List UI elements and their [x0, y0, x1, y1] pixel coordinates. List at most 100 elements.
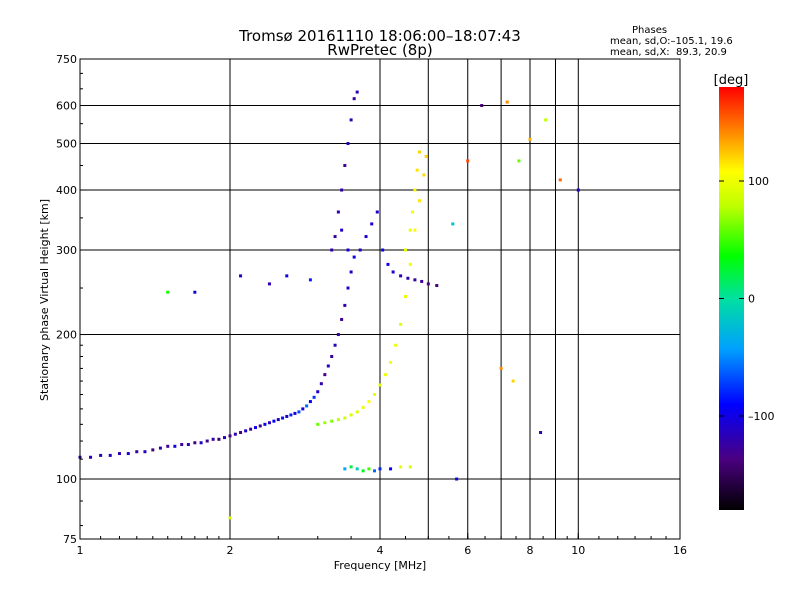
data-point [364, 235, 368, 239]
data-point [323, 373, 327, 377]
data-point [355, 90, 359, 94]
data-point [343, 163, 347, 167]
data-point [505, 100, 509, 104]
data-point [267, 421, 271, 425]
data-point [289, 413, 293, 417]
colorbar-tick-label: 100 [748, 175, 769, 188]
data-point [199, 441, 203, 445]
data-point [386, 262, 390, 266]
data-point [217, 437, 221, 441]
data-point [413, 228, 417, 232]
data-point [408, 465, 412, 469]
data-point [352, 255, 356, 259]
data-point [333, 343, 337, 347]
data-point [394, 343, 398, 347]
data-point [415, 168, 419, 172]
data-point [126, 452, 130, 456]
data-point [349, 270, 353, 274]
data-point [349, 413, 353, 417]
data-point [343, 467, 347, 471]
data-point [355, 410, 359, 414]
data-point [355, 467, 359, 471]
data-point [424, 154, 428, 158]
data-point [239, 431, 243, 435]
data-point [333, 235, 337, 239]
data-point [349, 465, 353, 469]
data-point [403, 295, 407, 299]
y-tick-label: 750 [56, 53, 77, 66]
data-point [253, 426, 257, 430]
x-tick-label: 6 [464, 544, 471, 557]
data-point [151, 448, 155, 452]
data-point [558, 178, 562, 182]
data-point [233, 432, 237, 436]
data-point [417, 150, 421, 154]
data-point [135, 450, 139, 454]
data-point [511, 379, 515, 383]
x-axis-ticks: 1 2 4 6 8 10 16 [77, 533, 687, 557]
data-point [346, 286, 350, 290]
data-point [422, 173, 426, 177]
data-point [239, 274, 243, 278]
data-point [411, 210, 415, 214]
data-point [186, 443, 190, 447]
data-point [330, 419, 334, 423]
data-point [381, 248, 385, 252]
y-tick-label: 75 [63, 533, 77, 546]
data-point [420, 279, 424, 283]
data-point [389, 467, 393, 471]
data-point [373, 469, 377, 473]
data-point [319, 382, 323, 386]
data-point [158, 446, 162, 450]
x-tick-label: 2 [227, 544, 234, 557]
data-point [455, 477, 459, 481]
data-point [352, 97, 356, 101]
data-point [399, 274, 403, 278]
data-point [358, 248, 362, 252]
data-point [193, 290, 197, 294]
data-point [267, 282, 271, 286]
data-point [426, 282, 430, 286]
data-point [346, 248, 350, 252]
data-point [391, 270, 395, 274]
data-point [336, 333, 340, 337]
grid-lines [80, 59, 680, 539]
data-point [312, 395, 316, 399]
phases-o-mode: mean, sd,O:–105.1, 19.6 [610, 36, 733, 47]
data-point [343, 303, 347, 307]
data-point [383, 373, 387, 377]
data-point [180, 443, 184, 447]
data-point [285, 274, 289, 278]
x-tick-label: 1 [77, 544, 84, 557]
data-point [451, 222, 455, 226]
data-point [349, 118, 353, 122]
data-point [375, 210, 379, 214]
y-tick-label: 100 [56, 473, 77, 486]
data-point [258, 424, 262, 428]
data-point [108, 453, 112, 457]
phases-heading: Phases [632, 25, 668, 36]
data-point [293, 411, 297, 415]
data-point [346, 142, 350, 146]
data-point [378, 467, 382, 471]
data-point [417, 199, 421, 203]
data-point [361, 469, 365, 473]
data-point [301, 407, 305, 411]
data-point [435, 284, 439, 288]
data-point [117, 452, 121, 456]
colorbar-tick-label: –100 [748, 410, 775, 423]
x-tick-label: 8 [527, 544, 534, 557]
data-point [408, 228, 412, 232]
data-point [308, 400, 312, 404]
data-point [99, 453, 103, 457]
data-point [244, 429, 248, 433]
y-axis-ticks: 75 100 200 300 400 500 600 750 [56, 53, 86, 546]
data-point [316, 422, 320, 426]
data-point [499, 366, 503, 370]
phases-x-mode: mean, sd,X: 89.3, 20.9 [610, 47, 727, 58]
data-point [413, 188, 417, 192]
data-point [193, 441, 197, 445]
data-point [143, 450, 147, 454]
data-point [276, 418, 280, 422]
